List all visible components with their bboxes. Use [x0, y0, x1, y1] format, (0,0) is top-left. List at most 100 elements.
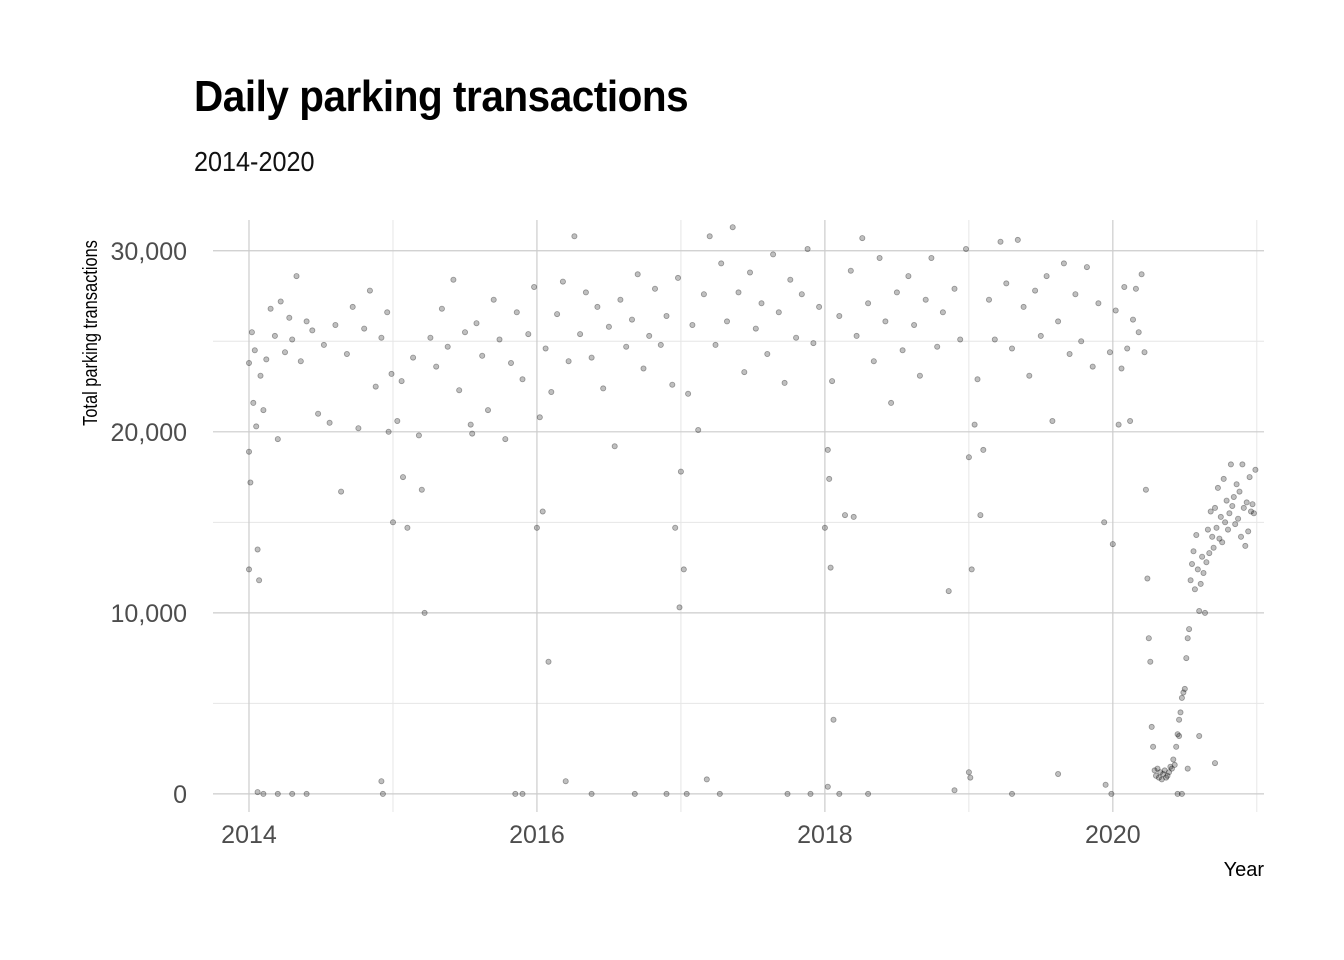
data-point: [461, 329, 468, 336]
data-point: [1144, 575, 1151, 582]
data-point: [245, 448, 252, 455]
data-point: [254, 789, 261, 796]
data-point: [1168, 765, 1175, 772]
data-point: [911, 321, 918, 328]
data-point: [421, 609, 428, 616]
data-point: [1089, 363, 1096, 370]
y-tick-label: 0: [173, 781, 187, 809]
data-point: [1121, 283, 1128, 290]
data-point: [251, 347, 258, 354]
data-point: [1142, 486, 1149, 493]
data-point: [1235, 515, 1242, 522]
data-point: [1178, 790, 1185, 797]
data-point: [1055, 318, 1062, 325]
data-point: [1252, 466, 1259, 473]
data-point: [1055, 771, 1062, 778]
data-point: [1132, 285, 1139, 292]
data-point: [444, 343, 451, 350]
data-point: [1193, 532, 1200, 539]
data-point: [928, 254, 935, 261]
data-point: [274, 790, 281, 797]
data-point: [545, 658, 552, 665]
data-point: [1083, 264, 1090, 271]
data-point: [680, 566, 687, 573]
data-point: [1197, 580, 1204, 587]
data-point: [784, 790, 791, 797]
data-point: [548, 388, 555, 395]
data-point: [1155, 774, 1162, 781]
data-point: [821, 524, 828, 531]
data-point: [1186, 626, 1193, 633]
data-point: [1196, 608, 1203, 615]
y-axis-label: Total parking transactions: [78, 240, 101, 426]
data-point: [513, 309, 520, 316]
data-point: [967, 774, 974, 781]
data-point: [410, 354, 417, 361]
data-point: [853, 332, 860, 339]
data-point: [775, 309, 782, 316]
data-point: [1239, 461, 1246, 468]
x-axis-ticks: 2014 2016 2018 2020: [221, 821, 1140, 849]
data-point: [836, 312, 843, 319]
data-point: [747, 269, 754, 276]
data-point: [1184, 765, 1191, 772]
grid-lines: [213, 220, 1264, 812]
data-point: [418, 486, 425, 493]
data-point: [787, 276, 794, 283]
data-point: [1242, 542, 1249, 549]
data-point: [1213, 524, 1220, 531]
data-point: [712, 341, 719, 348]
data-point: [588, 790, 595, 797]
data-point: [816, 303, 823, 310]
data-point: [793, 334, 800, 341]
data-point: [1032, 287, 1039, 294]
data-point: [343, 350, 350, 357]
data-point: [629, 316, 636, 323]
data-point: [1109, 541, 1116, 548]
data-point: [677, 468, 684, 475]
data-point: [554, 311, 561, 318]
data-point: [361, 325, 368, 332]
data-point: [718, 260, 725, 267]
data-point: [1229, 502, 1236, 509]
data-point: [1209, 533, 1216, 540]
data-point: [379, 790, 386, 797]
data-point: [770, 251, 777, 258]
data-point: [473, 320, 480, 327]
data-point: [1060, 260, 1067, 267]
data-point: [703, 776, 710, 783]
data-point: [502, 436, 509, 443]
data-point: [385, 428, 392, 435]
data-point: [1135, 329, 1142, 336]
data-point: [469, 430, 476, 437]
data-point: [991, 336, 998, 343]
data-point: [1147, 658, 1154, 665]
data-point: [1138, 271, 1145, 278]
data-point: [1020, 303, 1027, 310]
data-point: [741, 369, 748, 376]
data-point: [1095, 300, 1102, 307]
data-point: [263, 356, 270, 363]
data-point: [245, 566, 252, 573]
data-point: [349, 303, 356, 310]
data-point: [260, 790, 267, 797]
data-point: [951, 285, 958, 292]
data-point: [1178, 694, 1185, 701]
data-point: [1167, 763, 1174, 770]
data-point: [427, 334, 434, 341]
data-point: [257, 372, 264, 379]
data-point: [1181, 685, 1188, 692]
data-point: [388, 370, 395, 377]
data-point: [256, 577, 263, 584]
data-point: [934, 343, 941, 350]
data-point: [247, 479, 254, 486]
data-point: [1150, 743, 1157, 750]
data-point: [905, 273, 912, 280]
data-point: [965, 454, 972, 461]
data-point: [1026, 372, 1033, 379]
data-point: [289, 790, 296, 797]
data-point: [1173, 743, 1180, 750]
data-point: [588, 354, 595, 361]
data-point: [663, 790, 670, 797]
data-point: [1232, 521, 1239, 528]
